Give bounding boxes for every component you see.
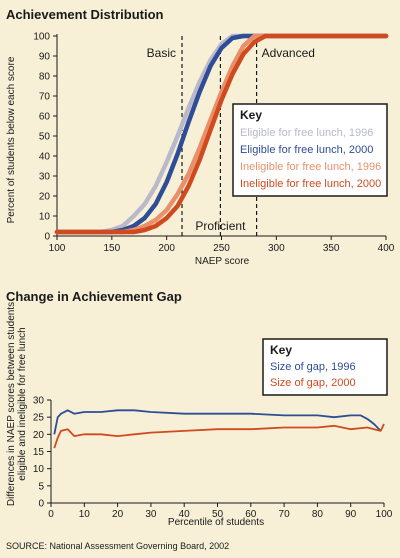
chart1-series-line-2: [54, 33, 389, 235]
chart2-x-tick-label: 10: [79, 509, 91, 520]
chart2-ylabel-line1: Differences in NAEP scores between stude…: [6, 302, 17, 506]
chart2-series: [53, 409, 385, 449]
chart2-legend-box: [262, 338, 388, 396]
chart2-x-tick-label: 70: [279, 509, 291, 520]
chart1-legend-item-4: Ineligible for free lunch, 2000: [240, 178, 381, 190]
chart1-series: [54, 33, 389, 235]
chart1-y-tick-label: 10: [39, 212, 51, 223]
chart1-y-tick-label: 90: [39, 52, 51, 63]
chart1-x-tick-label: 150: [103, 243, 120, 254]
chart2-legend-item-2: Size of gap, 2000: [270, 377, 356, 389]
chart2-x-tick-label: 100: [376, 509, 393, 520]
chart2-x-tick-label: 20: [112, 509, 124, 520]
chart1-y-tick-label: 0: [44, 232, 50, 243]
chart1-y-tick-label: 100: [33, 32, 50, 43]
chart2-x-tick-label: 60: [245, 509, 257, 520]
chart2-y-tick-label: 5: [38, 481, 44, 492]
chart1-title: Achievement Distribution: [6, 7, 164, 22]
chart1-x-tick-label: 250: [213, 243, 230, 254]
chart2-xlabel: Percentile of students: [168, 517, 264, 528]
chart1-y-tick-label: 30: [39, 172, 51, 183]
chart1-axes: 0 10 20 30 40 50 60 70 80 90 100 100 150 200 250 300 350…: [33, 32, 394, 255]
chart2-y-tick-label: 15: [33, 447, 45, 458]
chart1-y-tick-label: 70: [39, 92, 51, 103]
chart1-legend-item-2: Eligible for free lunch, 2000: [240, 144, 373, 156]
chart2-x-tick-label: 50: [212, 509, 224, 520]
chart2-y-tick-label: 0: [38, 499, 44, 510]
reference-label-proficient: Proficient: [195, 219, 246, 233]
chart2-y-tick-label: 30: [33, 396, 45, 407]
chart1-legend-item-1: Eligible for free lunch, 1996: [240, 127, 373, 139]
chart2-y-tick-label: 25: [33, 413, 45, 424]
chart1-legend-box: [232, 103, 388, 197]
chart2-series-line-2: [53, 423, 385, 449]
chart2-series-line-1: [53, 409, 382, 435]
chart1-series-line-3: [54, 33, 389, 235]
chart1-x-tick-label: 300: [268, 243, 285, 254]
chart2-ylabel-line2: eligible and ineligible for free lunch: [17, 327, 28, 480]
chart1-legend: Key Eligible for free lunch, 1996 Eligible…: [232, 103, 388, 197]
chart2-x-tick-label: 30: [145, 509, 157, 520]
chart1-x-tick-label: 350: [323, 243, 340, 254]
chart2-y-tick-label: 20: [33, 430, 45, 441]
chart1-legend-item-3: Ineligible for free lunch, 1996: [240, 161, 381, 173]
chart1-y-tick-label: 50: [39, 132, 51, 143]
chart2-axes: 0 5 10 15 20 25 30 0 10 20 30 40 50 60 70 80 90 100: [33, 396, 393, 521]
chart2-title: Change in Achievement Gap: [6, 289, 182, 304]
chart1-x-tick-label: 200: [158, 243, 175, 254]
chart1-series-line-4: [54, 33, 389, 235]
chart1-x-tick-label: 400: [378, 243, 395, 254]
chart2-y-tick-label: 10: [33, 464, 45, 475]
reference-label-basic: Basic: [147, 46, 176, 60]
chart2-x-tick-label: 40: [179, 509, 191, 520]
chart1-y-tick-label: 80: [39, 72, 51, 83]
chart2-legend: Key Size of gap, 1996 Size of gap, 2000: [262, 338, 388, 396]
chart2-x-tick-label: 0: [48, 509, 54, 520]
chart1-xlabel: NAEP score: [195, 256, 250, 267]
chart1-y-tick-label: 20: [39, 192, 51, 203]
chart2-legend-item-1: Size of gap, 1996: [270, 361, 356, 373]
chart1-legend-title: Key: [240, 108, 262, 122]
chart1-y-tick-label: 40: [39, 152, 51, 163]
chart2-x-tick-label: 90: [345, 509, 357, 520]
source-note: SOURCE: National Assessment Governing Bo…: [6, 541, 229, 551]
chart1-x-tick-label: 100: [49, 243, 66, 254]
chart2-x-tick-label: 80: [312, 509, 324, 520]
reference-label-advanced: Advanced: [262, 46, 315, 60]
chart1-y-tick-label: 60: [39, 112, 51, 123]
chart2-legend-title: Key: [270, 343, 292, 357]
chart1-ylabel: Percent of students below each score: [6, 56, 17, 223]
